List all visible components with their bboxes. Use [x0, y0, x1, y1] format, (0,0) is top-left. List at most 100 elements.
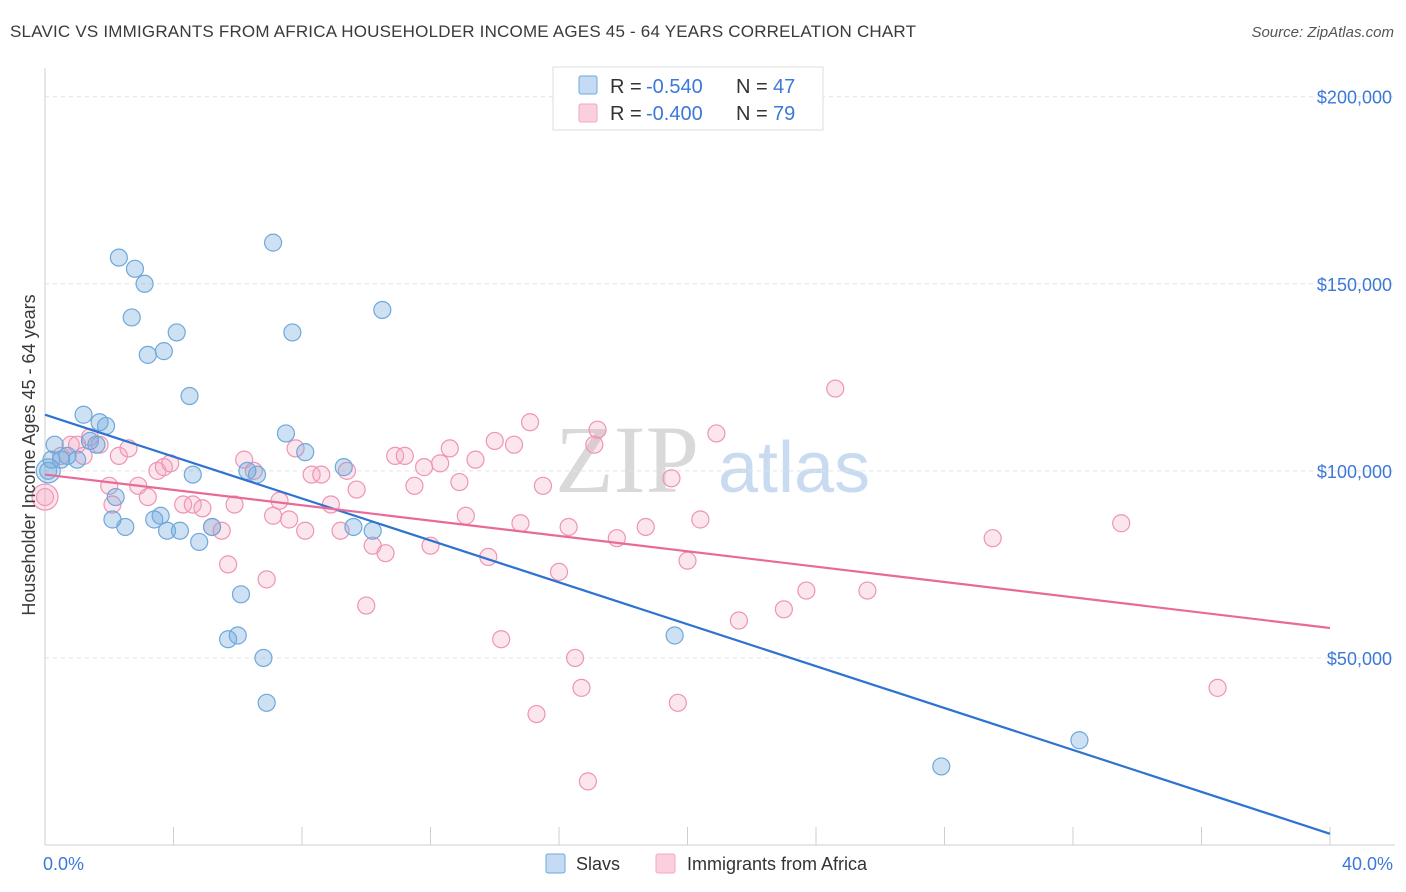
- africa-point: [492, 630, 511, 649]
- slavs-point: [283, 323, 302, 342]
- africa-point: [183, 495, 202, 514]
- legend-label-africa: Immigrants from Africa: [687, 854, 868, 874]
- y-tick-label: $150,000: [1317, 275, 1392, 295]
- africa-point: [395, 446, 414, 465]
- x-tick-labels: 0.0% 40.0%: [43, 854, 1393, 874]
- africa-point: [450, 472, 469, 492]
- trend-lines: [44, 413, 1331, 835]
- gridlines: [45, 96, 1395, 659]
- africa-point: [466, 450, 485, 469]
- africa-point: [668, 693, 687, 712]
- africa-point: [559, 517, 578, 537]
- stats-legend-box: [552, 66, 824, 131]
- africa-point: [636, 517, 655, 537]
- slavs-point: [932, 757, 951, 776]
- series-slavs-points: [35, 233, 1089, 776]
- slavs-point: [254, 648, 273, 668]
- slavs-point: [58, 446, 77, 465]
- africa-point: [312, 465, 331, 484]
- africa-point: [296, 521, 315, 540]
- y-axis-label: Householder Income Ages 45 - 64 years: [19, 294, 39, 615]
- africa-point: [302, 465, 321, 484]
- africa-point: [549, 562, 569, 581]
- slavs-point: [151, 506, 170, 525]
- africa-point: [286, 439, 305, 458]
- legend-swatch-africa: [655, 853, 676, 874]
- slavs-point: [219, 630, 238, 649]
- slavs-point: [238, 461, 257, 480]
- africa-point: [485, 431, 504, 451]
- africa-point: [983, 529, 1002, 548]
- africa-point: [280, 510, 299, 529]
- slavs-point: [257, 693, 276, 712]
- africa-point: [520, 413, 540, 432]
- slavs-point: [202, 517, 222, 537]
- slavs-point: [109, 248, 128, 267]
- africa-point: [729, 611, 749, 630]
- africa-point: [585, 435, 604, 454]
- africa-point: [1112, 514, 1131, 533]
- africa-point: [578, 772, 598, 791]
- slavs-point: [263, 233, 283, 252]
- slavs-point: [122, 308, 141, 327]
- stats-r-value-africa: -0.400: [646, 103, 703, 125]
- stats-legend: R = -0.540 N = 47 R = -0.400 N = 79: [552, 66, 824, 131]
- watermark-zip: ZIP: [555, 406, 699, 513]
- slavs-point: [344, 517, 363, 537]
- slavs-point: [183, 465, 202, 484]
- africa-point: [109, 446, 128, 465]
- africa-point: [565, 648, 585, 668]
- africa-point: [431, 454, 450, 473]
- chart-title: SLAVIC VS IMMIGRANTS FROM AFRICA HOUSEHO…: [10, 22, 917, 41]
- africa-point: [193, 499, 212, 518]
- africa-point: [527, 704, 546, 724]
- axes: [44, 68, 1395, 846]
- chart-source: Source: ZipAtlas.com: [1251, 24, 1394, 41]
- slavs-point: [180, 386, 199, 406]
- slavs-point: [190, 532, 209, 552]
- legend-swatch-slavs: [545, 853, 566, 874]
- africa-point: [456, 506, 475, 525]
- stats-swatch-slavs: [578, 75, 598, 95]
- slavs-point: [276, 424, 296, 443]
- slavs-point: [296, 443, 315, 462]
- africa-point: [440, 439, 459, 458]
- africa-point: [504, 435, 524, 454]
- x-tick-label-start: 0.0%: [43, 854, 84, 874]
- africa-point: [138, 487, 157, 507]
- slavs-trend-line: [44, 413, 1331, 835]
- africa-point: [662, 469, 681, 488]
- y-tick-label: $50,000: [1327, 649, 1392, 669]
- stats-swatch-africa: [578, 103, 598, 123]
- africa-trend-line: [44, 473, 1331, 630]
- slavs-point: [68, 450, 87, 469]
- slavs-point: [138, 345, 157, 364]
- slavs-point: [665, 626, 684, 645]
- slavs-point: [1070, 731, 1089, 750]
- slavs-point: [106, 487, 125, 507]
- slavs-point: [334, 458, 353, 477]
- stats-n-value-africa: 79: [773, 103, 795, 125]
- africa-point: [858, 581, 877, 600]
- slavs-point: [170, 521, 190, 540]
- watermark-atlas: atlas: [718, 428, 870, 508]
- legend-label-slavs: Slavs: [576, 854, 620, 874]
- slavs-point: [116, 517, 135, 537]
- y-tick-label: $200,000: [1317, 88, 1392, 108]
- africa-point: [511, 514, 530, 533]
- africa-point: [405, 476, 424, 495]
- slavs-point: [167, 323, 186, 342]
- slavs-point: [125, 259, 145, 278]
- africa-point: [826, 379, 845, 398]
- slavs-point: [87, 435, 106, 454]
- africa-point: [691, 510, 710, 529]
- africa-point: [572, 678, 591, 697]
- africa-point: [212, 521, 231, 540]
- series-legend: Slavs Immigrants from Africa: [545, 853, 868, 874]
- slavs-point: [373, 300, 392, 320]
- africa-point: [1208, 678, 1227, 697]
- stats-n-label-slavs: N =: [736, 76, 768, 98]
- africa-point: [35, 487, 55, 507]
- africa-point: [588, 420, 607, 439]
